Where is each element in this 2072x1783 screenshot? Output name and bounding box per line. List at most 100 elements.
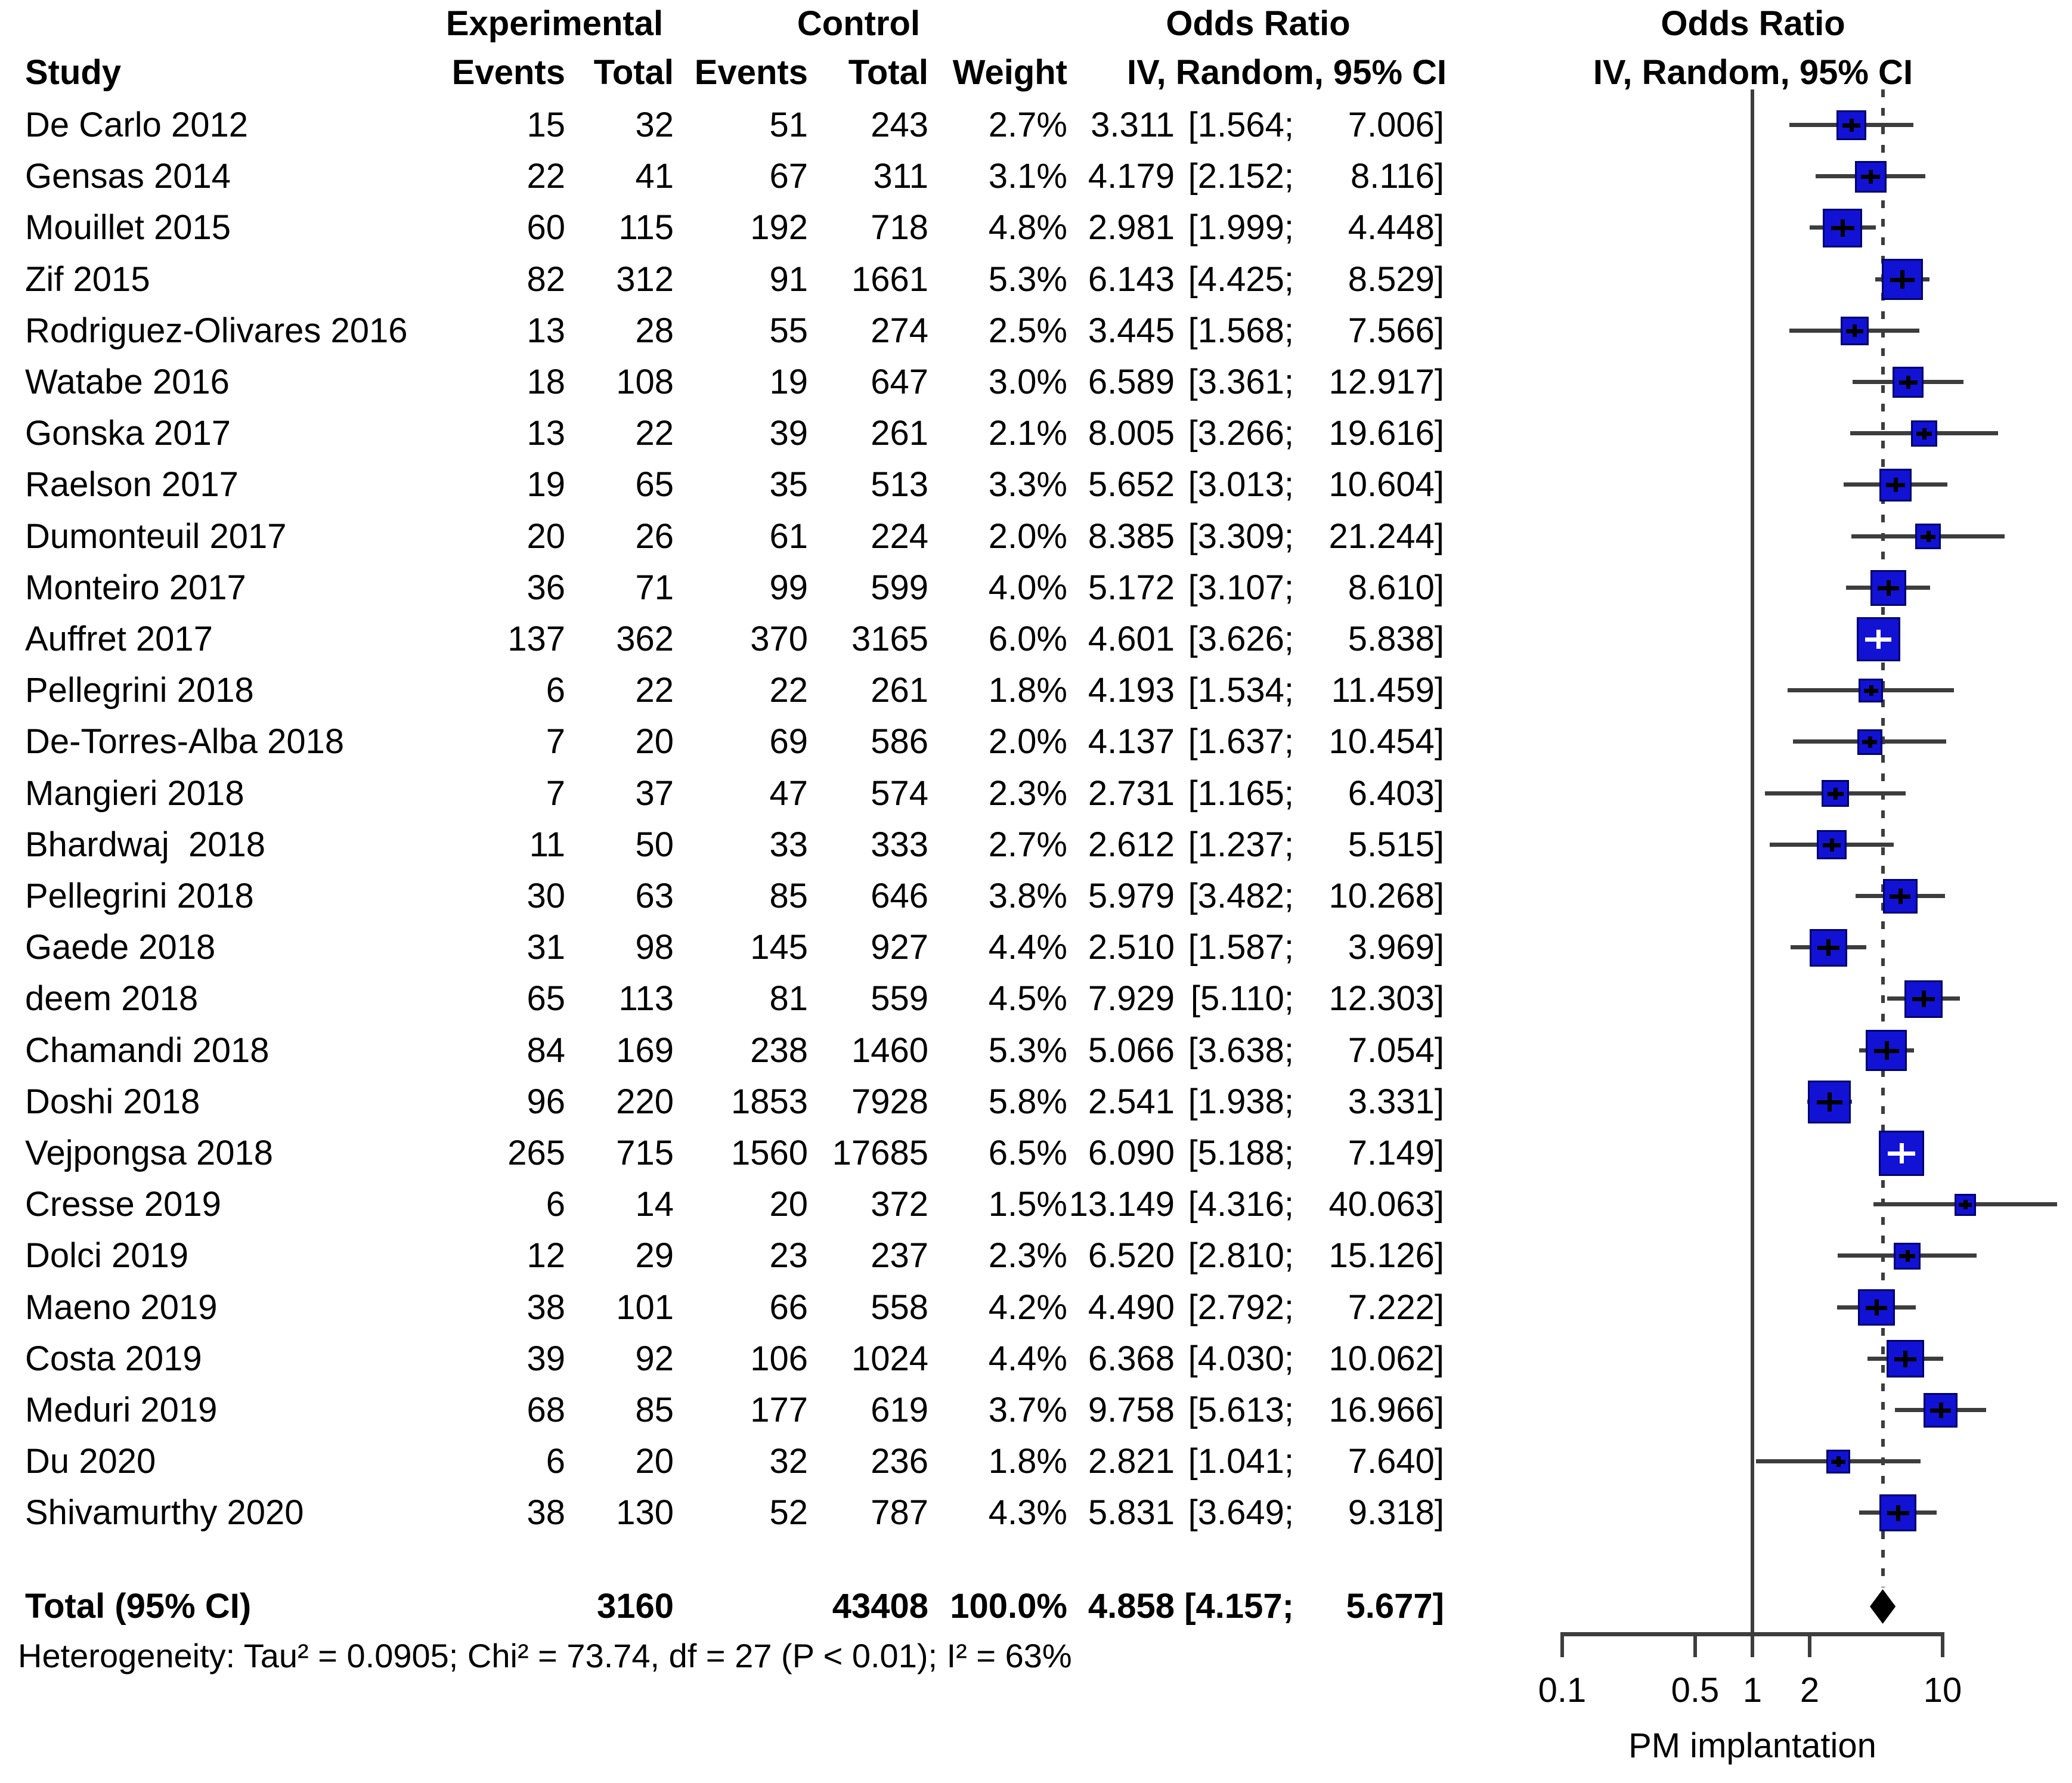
or-ci-low: [3.626; xyxy=(1188,620,1294,658)
or-value: 5.831 xyxy=(1088,1493,1175,1533)
study-name: Zif 2015 xyxy=(25,259,150,299)
or-value: 8.385 xyxy=(1088,516,1175,556)
or-ci-high: 19.616] xyxy=(1328,414,1444,453)
or-ci-high: 3.331] xyxy=(1348,1082,1444,1121)
ctrl-events: 22 xyxy=(769,671,808,710)
or-value: 4.490 xyxy=(1088,1287,1175,1327)
point-marker-v xyxy=(1884,1041,1889,1060)
header-experimental-group: Experimental xyxy=(445,4,664,43)
or-ci-low: [1.637; xyxy=(1188,722,1294,762)
pooled-estimate-dotted-line xyxy=(1881,89,1885,1587)
or-value: 2.541 xyxy=(1088,1082,1175,1121)
ctrl-events: 61 xyxy=(769,516,808,556)
or-ci-low: [1.587; xyxy=(1188,928,1294,967)
pooled-diamond xyxy=(1870,1589,1896,1624)
point-marker-v xyxy=(1853,324,1857,338)
point-marker-v xyxy=(1963,1200,1968,1210)
or-ci-low: [1.564; xyxy=(1188,106,1294,144)
or-value: 7.929 xyxy=(1088,979,1175,1019)
or-value: 5.979 xyxy=(1088,877,1175,915)
point-marker-v xyxy=(1900,270,1905,289)
exp-events: 68 xyxy=(526,1391,565,1429)
exp-events: 39 xyxy=(526,1339,565,1378)
exp-total: 26 xyxy=(635,516,674,556)
exp-events: 11 xyxy=(529,825,565,864)
or-ci-low: [4.316; xyxy=(1188,1185,1294,1224)
ctrl-total: 274 xyxy=(871,311,928,350)
ctrl-events: 35 xyxy=(769,465,808,504)
or-ci-low: [1.237; xyxy=(1188,825,1294,864)
weight: 4.4% xyxy=(988,1339,1067,1378)
point-marker-v xyxy=(1869,685,1873,697)
exp-total: 130 xyxy=(616,1493,674,1533)
study-name: Chamandi 2018 xyxy=(25,1030,270,1070)
header-exp-events: Events xyxy=(451,53,565,92)
weight: 4.4% xyxy=(988,928,1067,967)
ctrl-total: 559 xyxy=(871,979,928,1019)
exp-events: 22 xyxy=(526,157,565,196)
ctrl-total: 558 xyxy=(871,1287,928,1327)
ctrl-total: 237 xyxy=(871,1236,928,1276)
or-ci-high: 7.222] xyxy=(1348,1287,1444,1327)
x-axis-label: PM implantation xyxy=(1628,1726,1876,1765)
ctrl-total: 311 xyxy=(873,157,928,196)
point-marker-v xyxy=(1828,1092,1832,1112)
exp-total: 115 xyxy=(618,208,674,247)
weight: 2.0% xyxy=(988,722,1067,762)
study-name: Vejpongsa 2018 xyxy=(25,1134,274,1172)
total-weight: 100.0% xyxy=(950,1587,1067,1626)
exp-events: 6 xyxy=(546,671,565,710)
exp-events: 84 xyxy=(526,1030,565,1070)
total-or-ci-low: [4.157; xyxy=(1184,1587,1294,1626)
or-ci-low: [1.568; xyxy=(1188,311,1294,350)
or-value: 13.149 xyxy=(1068,1185,1175,1224)
study-name: Bhardwaj 2018 xyxy=(25,825,266,864)
ctrl-events: 145 xyxy=(750,928,808,967)
exp-events: 19 xyxy=(526,465,565,504)
weight: 6.0% xyxy=(988,620,1067,658)
ctrl-total: 372 xyxy=(871,1185,928,1224)
ctrl-total: 7928 xyxy=(851,1082,928,1121)
weight: 3.0% xyxy=(988,363,1067,401)
exp-events: 31 xyxy=(526,928,565,967)
weight: 4.5% xyxy=(988,979,1067,1019)
ctrl-events: 19 xyxy=(769,363,808,401)
x-axis-tick xyxy=(1693,1632,1697,1657)
or-ci-high: 12.303] xyxy=(1328,979,1444,1019)
exp-events: 6 xyxy=(546,1185,565,1224)
study-name: Monteiro 2017 xyxy=(25,568,246,607)
study-name: Cresse 2019 xyxy=(25,1185,221,1224)
weight: 5.3% xyxy=(988,259,1067,299)
study-name: De-Torres-Alba 2018 xyxy=(25,722,345,762)
or-ci-high: 10.604] xyxy=(1328,465,1444,504)
point-marker-v xyxy=(1905,1250,1910,1262)
study-name: Gensas 2014 xyxy=(25,157,231,196)
or-value: 2.821 xyxy=(1088,1442,1175,1481)
exp-events: 65 xyxy=(526,979,565,1019)
x-axis-tick xyxy=(1808,1632,1812,1657)
or-ci-low: [4.030; xyxy=(1188,1339,1294,1378)
total-or-ci-high: 5.677] xyxy=(1346,1587,1444,1626)
weight: 3.7% xyxy=(988,1391,1067,1429)
study-name: Gonska 2017 xyxy=(25,414,231,453)
weight: 2.3% xyxy=(988,773,1067,813)
study-name: Dumonteuil 2017 xyxy=(25,516,287,556)
or-ci-high: 8.610] xyxy=(1348,568,1444,607)
exp-events: 15 xyxy=(526,106,565,144)
exp-total: 29 xyxy=(635,1236,674,1276)
ctrl-events: 32 xyxy=(769,1442,808,1481)
exp-events: 7 xyxy=(546,722,565,762)
weight: 2.5% xyxy=(988,311,1067,350)
or-ci-high: 8.116] xyxy=(1351,157,1444,196)
exp-total: 20 xyxy=(635,1442,674,1481)
exp-total: 37 xyxy=(635,773,674,813)
total-ctrl-total: 43408 xyxy=(832,1587,928,1626)
exp-total: 220 xyxy=(616,1082,674,1121)
or-value: 4.601 xyxy=(1088,620,1175,658)
weight: 2.0% xyxy=(988,516,1067,556)
ctrl-total: 224 xyxy=(871,516,928,556)
ctrl-events: 238 xyxy=(750,1030,808,1070)
or-ci-high: 5.838] xyxy=(1348,620,1444,658)
or-value: 2.612 xyxy=(1088,825,1175,864)
or-ci-high: 21.244] xyxy=(1328,516,1444,556)
